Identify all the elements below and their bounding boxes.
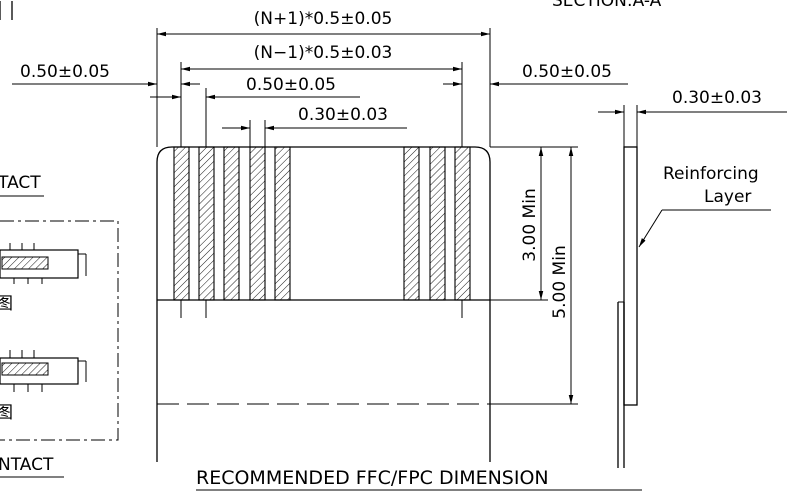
contact-pad (454, 146, 471, 301)
contact-length-label: 3.00 Min (520, 188, 540, 261)
contact-label-bottom: NTACT (0, 455, 54, 475)
pitch-label: 0.50±0.05 (246, 75, 336, 95)
contact-label-top: TACT (0, 173, 41, 193)
reinforcing-label-line2: Layer (704, 187, 751, 207)
contact-width-label: 0.30±0.03 (298, 105, 388, 125)
edge-right-label: 0.50±0.05 (522, 62, 612, 82)
ffc-plan-view (156, 28, 491, 462)
pitch-span-label: (N−1)*0.5±0.03 (254, 43, 393, 63)
section-label: SECTION:A-A (552, 0, 662, 11)
contact-pad (274, 146, 291, 301)
left-panel: TACT NTACT 图 图 (0, 1, 119, 478)
contact-pad (429, 146, 446, 301)
vertical-dimensions: 3.00 Min 5.00 Min (490, 146, 578, 405)
contact-pad (198, 146, 215, 301)
contact-pad (223, 146, 240, 301)
contact-pad (173, 146, 190, 301)
contact-pad (403, 146, 420, 301)
ffc-side-profile (623, 146, 638, 406)
connector-view-boundary (0, 220, 119, 441)
edge-left-label: 0.50±0.05 (20, 62, 110, 82)
connector-top (0, 243, 87, 284)
ffc-outline (156, 146, 491, 462)
total-width-label: (N+1)*0.5±0.05 (254, 9, 393, 29)
thickness-label: 0.30±0.03 (672, 88, 762, 108)
side-view: 0.30±0.03 Reinforcing Layer (598, 88, 787, 468)
drawing-title: RECOMMENDED FFC/FPC DIMENSION (196, 467, 549, 489)
reinforcing-callout-leader (638, 209, 663, 248)
figure-label-bottom: 图 (0, 403, 13, 423)
connector-bottom (0, 350, 87, 392)
horizontal-dimensions: (N+1)*0.5±0.05 (N−1)*0.5±0.03 0.50±0.05 … (12, 9, 628, 131)
reinforcing-label-line1: Reinforcing (663, 164, 759, 184)
stiffener-length-label: 5.00 Min (550, 245, 570, 318)
contact-pad (249, 146, 266, 301)
figure-label-top: 图 (0, 294, 13, 314)
contact-pads (173, 146, 471, 301)
